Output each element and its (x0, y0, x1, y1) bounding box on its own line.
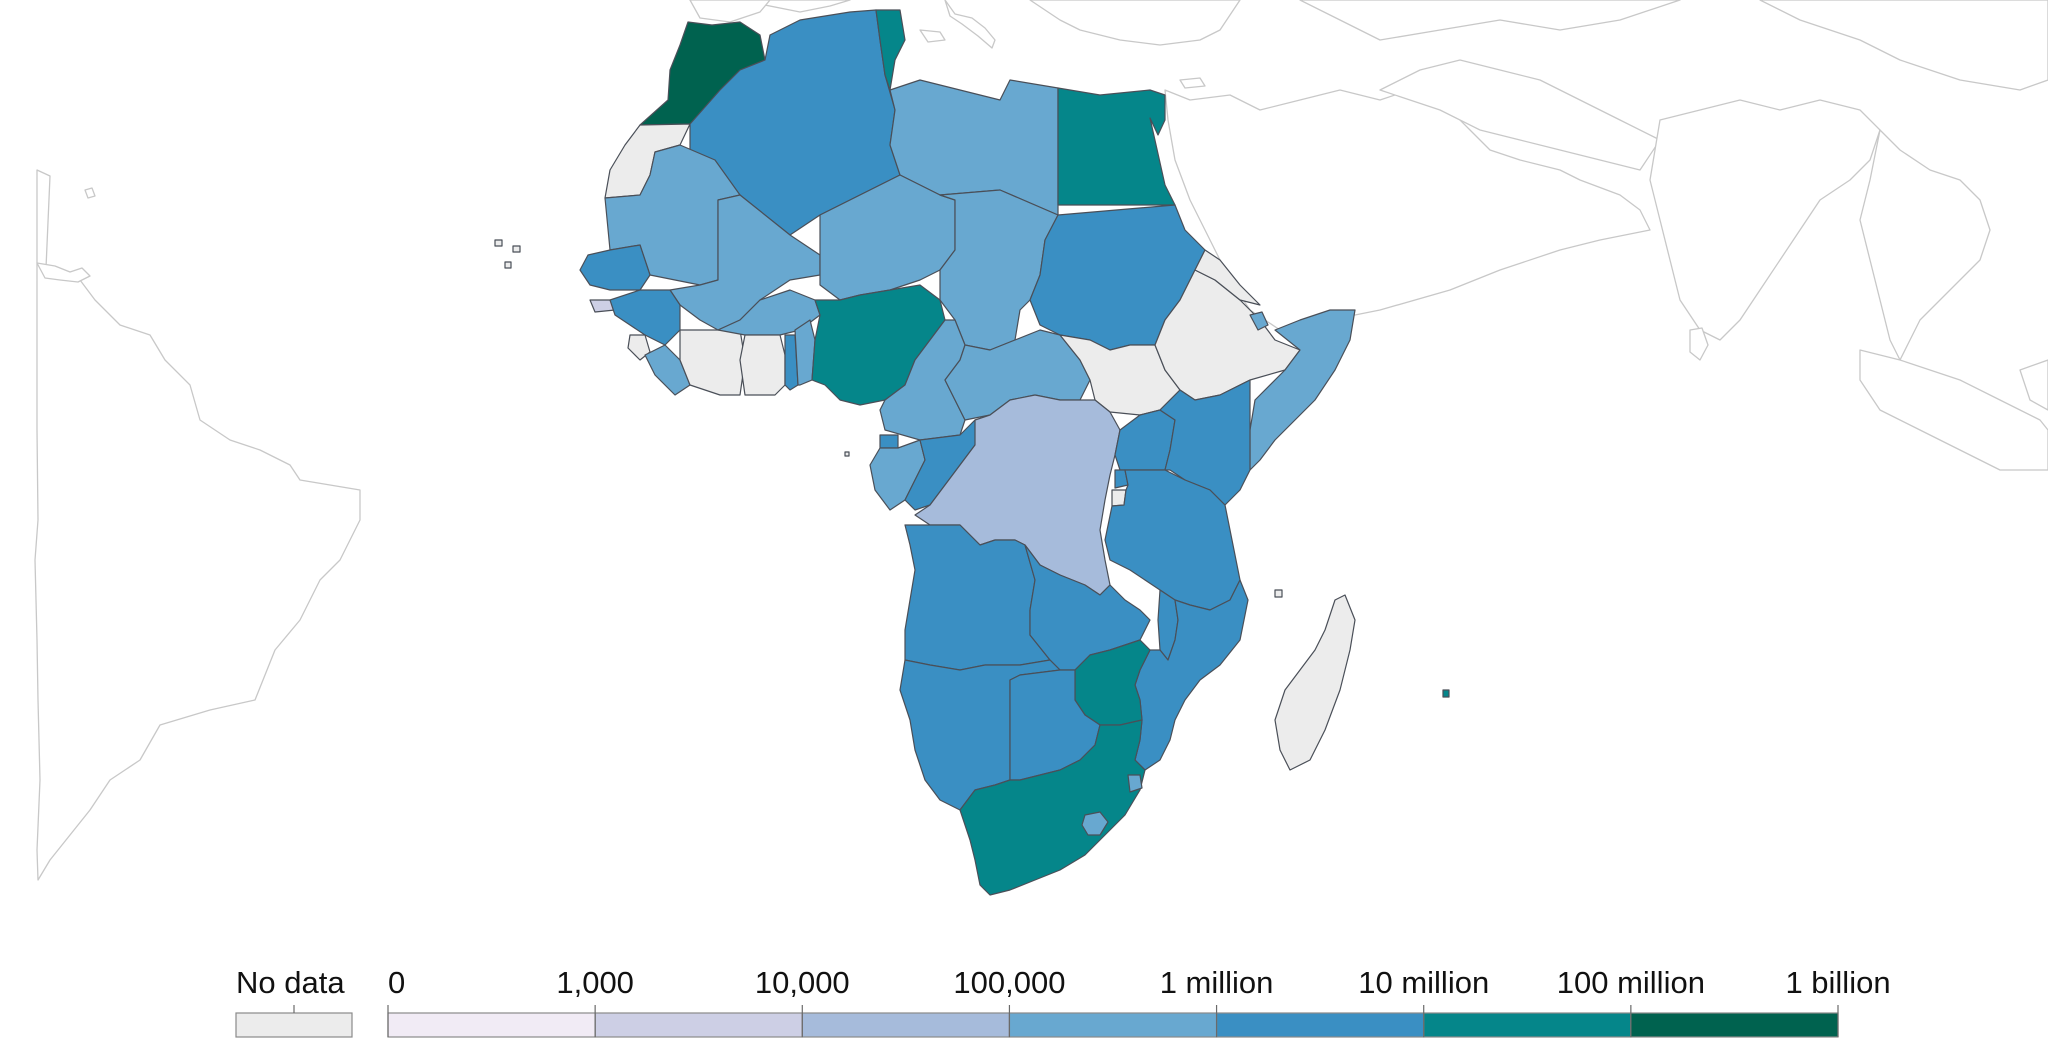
legend-no-data-swatch (235, 1012, 353, 1038)
country-south-africa[interactable] (959, 719, 1146, 896)
legend-bin-swatch (1423, 1012, 1632, 1038)
iberia-outline (689, 0, 771, 23)
central-asia-outline (1299, 0, 1681, 41)
country-kenya[interactable] (1159, 379, 1251, 506)
legend: No data 0 1,000 10,000 100,000 1 million 10 m… (235, 965, 1891, 1038)
legend-bin-swatch (387, 1012, 596, 1038)
south-america-outline (34, 169, 361, 881)
sicily-outline (919, 29, 946, 43)
legend-bins (387, 1012, 1839, 1038)
country-togo[interactable] (784, 334, 799, 391)
sri-lanka-outline (1689, 327, 1709, 361)
cyprus-outline (1179, 77, 1206, 89)
country-libya[interactable] (889, 79, 1059, 216)
country-lesotho[interactable] (1081, 811, 1109, 836)
country-sao-tome[interactable] (844, 451, 850, 457)
legend-bin-swatch (1215, 1012, 1425, 1038)
india-outline (1649, 99, 1881, 341)
china-outline (1759, 0, 2048, 91)
country-tunisia[interactable] (875, 9, 906, 91)
island-outline (84, 187, 96, 199)
country-uganda[interactable] (1114, 409, 1176, 471)
sumatra-outline (2019, 359, 2048, 411)
legend-no-data-label: No data (236, 965, 345, 1000)
legend-threshold-label: 10,000 (755, 965, 850, 1000)
country-cote-d-ivoire[interactable] (679, 329, 746, 396)
country-madagascar[interactable] (1274, 594, 1356, 771)
legend-threshold-label: 1,000 (556, 965, 634, 1000)
country-ghana[interactable] (739, 334, 786, 396)
legend-ticks: 0 1,000 10,000 100,000 1 million 10 million 10… (387, 965, 1891, 1037)
country-equatorial-guinea[interactable] (879, 434, 899, 449)
legend-bin-swatch (801, 1012, 1011, 1038)
legend-threshold-label: 10 million (1358, 965, 1489, 1000)
country-egypt[interactable] (1057, 87, 1176, 206)
country-eswatini[interactable] (1127, 774, 1143, 793)
country-niger[interactable] (819, 174, 956, 301)
country-guinea[interactable] (609, 289, 681, 346)
malay-peninsula-outline (1859, 349, 2048, 471)
country-eritrea[interactable] (1194, 249, 1261, 306)
legend-threshold-label: 1 billion (1785, 965, 1890, 1000)
country-mozambique[interactable] (1134, 579, 1249, 771)
legend-threshold-label: 100 million (1557, 965, 1705, 1000)
country-mauritius[interactable] (1442, 689, 1450, 698)
country-cape-verde[interactable] (494, 239, 521, 269)
legend-bin-swatch (594, 1012, 803, 1038)
background-land (34, 0, 2048, 881)
legend-threshold-label: 100,000 (953, 965, 1065, 1000)
italy-outline (944, 0, 996, 49)
country-djibouti[interactable] (1249, 311, 1269, 331)
country-comoros[interactable] (1274, 589, 1283, 598)
southeast-asia-outline (1859, 129, 1991, 361)
legend-threshold-label: 0 (388, 965, 405, 1000)
legend-bin-swatch (1630, 1012, 1839, 1038)
legend-threshold-label: 1 million (1160, 965, 1274, 1000)
caribbean-outline (36, 262, 91, 283)
greece-turkey-outline (1029, 0, 1241, 46)
country-senegal[interactable] (579, 244, 651, 291)
africa-countries (494, 9, 1450, 896)
country-somalia[interactable] (1249, 309, 1356, 471)
legend-bin-swatch (1008, 1012, 1218, 1038)
